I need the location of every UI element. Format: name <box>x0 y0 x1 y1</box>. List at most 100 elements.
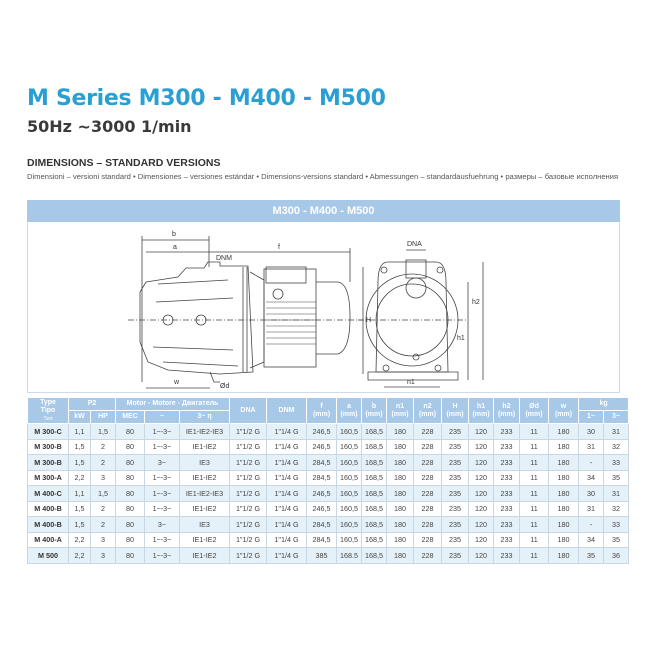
unit-label: (mm) <box>525 410 543 418</box>
table-cell: 235 <box>441 469 470 486</box>
front-view <box>358 249 484 401</box>
table-cell: 2 <box>90 516 116 533</box>
label-dna: DNA <box>407 241 422 248</box>
table-cell: 120 <box>468 500 495 517</box>
table-cell: 120 <box>468 485 495 502</box>
cell-type: M 400-C <box>27 485 69 502</box>
table-cell: 228 <box>413 485 443 502</box>
dim-label: w <box>560 402 567 410</box>
table-cell: 168,5 <box>361 485 388 502</box>
dimension-drawing: b a f DNM H w Ød DNA h1 h2 n1 n2 <box>27 222 620 401</box>
table-cell: 11 <box>519 469 550 486</box>
table-cell: 1"1/2 G <box>229 531 268 548</box>
label-n1: n1 <box>407 379 415 386</box>
table-cell: 168.5 <box>336 547 363 564</box>
table-cell: 2 <box>90 438 116 455</box>
table-cell: 1~-3~ <box>144 500 180 517</box>
table-cell: 284,5 <box>306 516 338 533</box>
unit-label: (mm) <box>446 410 464 418</box>
table-cell: 233 <box>493 547 521 564</box>
cell-type: M 400-B <box>27 500 69 517</box>
table-cell: IE1-IE2 <box>178 438 231 455</box>
table-cell: 246,5 <box>306 500 338 517</box>
table-cell: 228 <box>413 423 443 440</box>
table-cell: 284,5 <box>306 454 338 471</box>
col-dim: n1 (mm) <box>386 397 415 424</box>
table-cell: 120 <box>468 454 495 471</box>
table-row: M 300-B 1,5 2 80 3~ IE3 1"1/2 G 1"1/4 G 284,5 160… <box>27 454 630 471</box>
table-cell: 120 <box>468 531 495 548</box>
table-cell: 180 <box>548 500 580 517</box>
label-b: b <box>172 231 176 238</box>
table-cell: 1"1/2 G <box>229 500 268 517</box>
table-row: M 300-C 1,1 1,5 80 1~-3~ IE1-IE2-IE3 1"1/2 G 1"… <box>27 423 630 440</box>
table-cell: 180 <box>386 423 415 440</box>
table-cell: 30 <box>578 423 605 440</box>
table-cell: 1"1/4 G <box>266 469 308 486</box>
table-cell: 168,5 <box>361 516 388 533</box>
table-cell: 235 <box>441 485 470 502</box>
table-cell: 11 <box>519 454 550 471</box>
table-cell: 35 <box>603 469 630 486</box>
table-cell: 180 <box>386 454 415 471</box>
col-dim: a (mm) <box>336 397 363 424</box>
table-row: M 400-C 1,1 1,5 80 1~-3~ IE1-IE2-IE3 1"1/2 G 1"… <box>27 485 630 502</box>
unit-label: (mm) <box>312 410 331 418</box>
table-cell: 34 <box>578 531 605 548</box>
table-cell: 235 <box>441 547 470 564</box>
table-cell: 1,5 <box>90 423 116 440</box>
table-cell: 32 <box>603 438 630 455</box>
page-title: M Series M300 - M400 - M500 <box>27 86 386 111</box>
table-cell: 180 <box>386 500 415 517</box>
table-cell: 160,5 <box>336 500 363 517</box>
table-cell: 31 <box>603 423 630 440</box>
table-cell: 1"1/4 G <box>266 531 308 548</box>
label-h1: h1 <box>457 335 465 342</box>
col-kg-1: 1~ <box>578 410 605 424</box>
table-cell: 180 <box>386 485 415 502</box>
table-cell: 36 <box>603 547 630 564</box>
table-cell: 168,5 <box>361 438 388 455</box>
table-cell: 30 <box>578 485 605 502</box>
table-cell: 246,5 <box>306 485 338 502</box>
col-kw: kW <box>68 410 91 424</box>
table-cell: 120 <box>468 547 495 564</box>
table-cell: 1,5 <box>68 438 91 455</box>
table-cell: 3 <box>90 469 116 486</box>
table-cell: 160,5 <box>336 438 363 455</box>
cell-type: M 400-A <box>27 531 69 548</box>
table-cell: 3 <box>90 531 116 548</box>
table-cell: 160,5 <box>336 516 363 533</box>
dim-label: h2 <box>502 402 511 410</box>
unit-label: (mm) <box>497 410 516 418</box>
table-cell: 2 <box>90 500 116 517</box>
table-cell: 1,5 <box>68 500 91 517</box>
table-cell: 233 <box>493 469 521 486</box>
col-hp: HP <box>90 410 116 424</box>
table-cell: IE1-IE2 <box>178 547 231 564</box>
table-cell: 235 <box>441 500 470 517</box>
table-cell: 168,5 <box>361 531 388 548</box>
table-cell: 11 <box>519 531 550 548</box>
table-cell: 180 <box>386 516 415 533</box>
type-label-en: Type <box>40 398 56 406</box>
table-cell: 11 <box>519 500 550 517</box>
table-cell: 180 <box>548 485 580 502</box>
table-cell: IE3 <box>178 454 231 471</box>
table-cell: 1"1/2 G <box>229 485 268 502</box>
label-od: Ød <box>220 383 229 390</box>
table-cell: 120 <box>468 423 495 440</box>
table-cell: 228 <box>413 547 443 564</box>
table-cell: 180 <box>548 469 580 486</box>
col-three-phase: 3~ η <box>178 410 231 424</box>
dim-label: a <box>347 402 351 410</box>
table-cell: 235 <box>441 516 470 533</box>
label-h2: h2 <box>472 299 480 306</box>
header-row-1: Type Tipo Тип P2 Motor - Motore - Двигат… <box>27 397 630 424</box>
side-view <box>128 236 364 389</box>
table-cell: 1~-3~ <box>144 423 180 440</box>
dim-label: n1 <box>395 402 405 410</box>
col-kg-3: 3~ <box>603 410 630 424</box>
